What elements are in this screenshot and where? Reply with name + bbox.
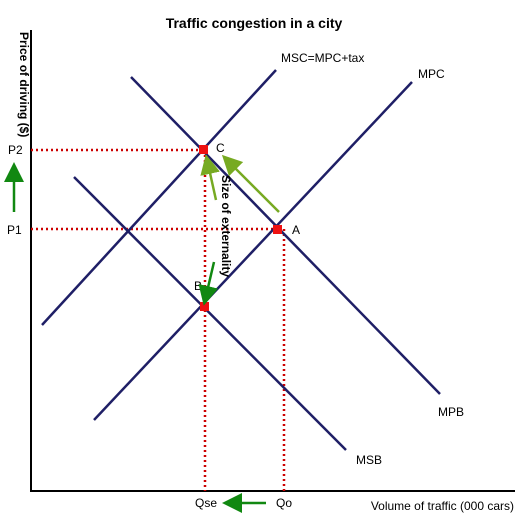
msb-label: MSB [356,453,382,467]
msc-label: MSC=MPC+tax [281,51,364,65]
mpc-label: MPC [418,67,445,81]
qo-label: Qo [276,496,292,510]
mpc-curve [93,81,413,421]
externality-arrow-up [200,154,220,201]
point-a-label: A [292,223,300,237]
msc-curve [41,69,277,326]
guide-lines [31,148,286,491]
tax-shift-arrow [221,154,280,213]
point-c-marker [199,145,208,154]
externality-arrow-down [198,261,219,306]
p1-label: P1 [7,223,22,237]
msb-curve [73,176,347,451]
qse-label: Qse [195,496,217,510]
point-b-marker [200,302,209,311]
point-a-marker [273,225,282,234]
x-axis-label: Volume of traffic (000 cars) [371,499,514,513]
mpb-label: MPB [438,405,464,419]
y-axis-label: Price of driving ($) [17,32,31,137]
p2-label: P2 [8,143,23,157]
mpb-curve [130,76,441,395]
point-c-label: C [216,141,225,155]
curves [41,69,441,451]
externality-annotation: Size of externality [219,175,233,277]
point-b-label: B [194,279,202,293]
diagram-title: Traffic congestion in a city [166,15,343,31]
